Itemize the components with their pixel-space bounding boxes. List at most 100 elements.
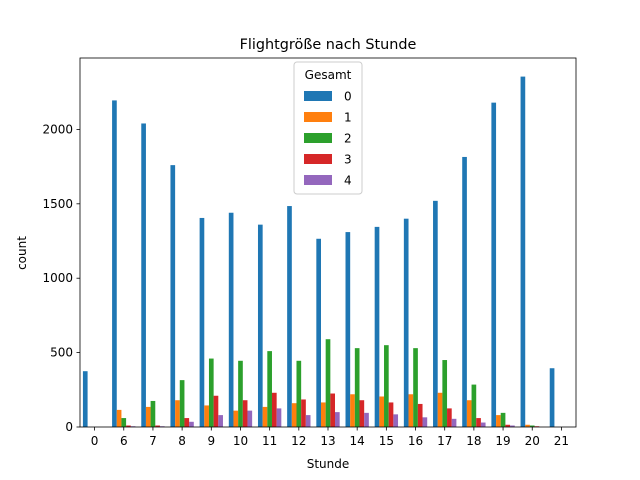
legend: Gesamt 0 1 2 3 4 [293, 61, 363, 195]
bar-10-series-2 [238, 360, 243, 427]
bar-17-series-1 [437, 392, 443, 427]
legend-swatch-0 [304, 91, 332, 101]
bar-15-series-1 [379, 396, 385, 427]
bar-20-series-1 [525, 424, 530, 427]
bar-10-series-1 [233, 410, 239, 427]
bar-7-series-1 [145, 406, 151, 427]
bar-14-series-3 [359, 400, 365, 427]
bar-18-series-0 [462, 156, 467, 427]
legend-swatch-3 [304, 154, 332, 164]
y-tick-label: 500 [50, 346, 73, 360]
bar-19-series-4 [510, 425, 515, 427]
bar-18-series-4 [480, 422, 486, 427]
bar-15-series-2 [384, 345, 389, 427]
x-tick-label: 6 [120, 434, 128, 448]
x-tick-label: 19 [495, 434, 510, 448]
bar-6-series-0 [112, 100, 117, 427]
bar-14-series-2 [354, 348, 360, 427]
bar-6-series-3 [126, 425, 131, 427]
bar-7-series-0 [141, 123, 146, 427]
bar-12-series-2 [296, 360, 302, 427]
bar-8-series-1 [175, 400, 180, 427]
chart-title: Flightgröße nach Stunde [240, 37, 417, 53]
x-tick-label: 13 [320, 434, 335, 448]
bar-6-series-1 [116, 409, 122, 427]
bar-21-series-0 [549, 368, 555, 427]
legend-label-2: 2 [344, 132, 352, 146]
bar-18-series-1 [466, 400, 472, 427]
legend-label-0: 0 [344, 90, 352, 104]
bar-11-series-0 [257, 224, 263, 427]
legend-label-1: 1 [344, 111, 352, 125]
x-tick-label: 0 [91, 434, 99, 448]
bar-17-series-3 [447, 408, 452, 427]
x-tick-label: 20 [525, 434, 540, 448]
bar-10-series-4 [247, 410, 253, 427]
bar-19-series-2 [500, 412, 506, 427]
bar-11-series-4 [276, 408, 282, 427]
x-axis-label: Stunde [307, 457, 350, 471]
bar-18-series-3 [476, 418, 481, 427]
axes: 0 6 7 8 9 10 11 12 13 14 15 16 17 18 19 20 2105001000150… [42, 57, 577, 448]
bar-13-series-3 [330, 393, 335, 427]
bar-7-series-2 [150, 400, 156, 427]
bar-12-series-0 [287, 206, 292, 427]
x-tick-label: 9 [207, 434, 215, 448]
bar-8-series-2 [179, 380, 185, 427]
bar-11-series-1 [262, 406, 268, 427]
bar-19-series-3 [505, 424, 511, 427]
legend-label-4: 4 [344, 174, 352, 188]
bar-10-series-0 [228, 212, 234, 427]
x-tick-label: 21 [554, 434, 569, 448]
x-tick-label: 14 [350, 434, 365, 448]
bar-group [82, 76, 555, 427]
bar-13-series-4 [335, 412, 340, 427]
bar-9-series-1 [204, 405, 209, 427]
bar-14-series-1 [350, 394, 355, 427]
bar-14-series-0 [345, 232, 351, 427]
bar-15-series-0 [374, 226, 380, 427]
y-tick-label: 1500 [42, 197, 73, 211]
bar-20-series-2 [529, 425, 535, 427]
bar-16-series-0 [403, 218, 409, 427]
legend-swatch-1 [304, 112, 332, 122]
bar-13-series-2 [325, 339, 331, 427]
bar-12-series-3 [301, 399, 306, 427]
x-tick-label: 10 [233, 434, 248, 448]
bar-9-series-2 [208, 358, 214, 427]
bar-13-series-1 [321, 402, 326, 427]
bar-10-series-3 [242, 400, 248, 427]
bar-16-series-1 [408, 394, 414, 427]
bar-6-series-2 [121, 418, 127, 427]
x-tick-label: 16 [408, 434, 423, 448]
x-tick-label: 15 [379, 434, 394, 448]
bar-9-series-3 [213, 395, 219, 427]
bar-19-series-1 [496, 415, 501, 427]
bar-15-series-3 [388, 402, 394, 427]
x-tick-label: 12 [291, 434, 306, 448]
bar-16-series-3 [417, 403, 423, 427]
bar-11-series-3 [271, 392, 277, 427]
legend-label-3: 3 [344, 153, 352, 167]
bar-9-series-0 [199, 217, 205, 427]
bar-12-series-1 [291, 403, 297, 427]
y-tick-label: 0 [65, 420, 73, 434]
bar-20-series-0 [520, 76, 526, 427]
x-tick-label: 11 [262, 434, 277, 448]
x-tick-label: 17 [437, 434, 452, 448]
legend-swatch-4 [304, 175, 332, 185]
bar-13-series-0 [316, 238, 321, 427]
bar-9-series-4 [218, 415, 223, 427]
y-tick-label: 2000 [42, 122, 73, 136]
y-axis-label: count [15, 236, 29, 270]
x-tick-label: 8 [178, 434, 186, 448]
bar-16-series-4 [422, 417, 428, 427]
bar-0-series-0 [82, 371, 88, 427]
bar-8-series-0 [170, 165, 176, 427]
x-tick-label: 18 [466, 434, 481, 448]
legend-title: Gesamt [305, 68, 352, 82]
bar-11-series-2 [267, 351, 272, 427]
bar-15-series-4 [393, 414, 399, 427]
bar-18-series-2 [471, 384, 477, 427]
